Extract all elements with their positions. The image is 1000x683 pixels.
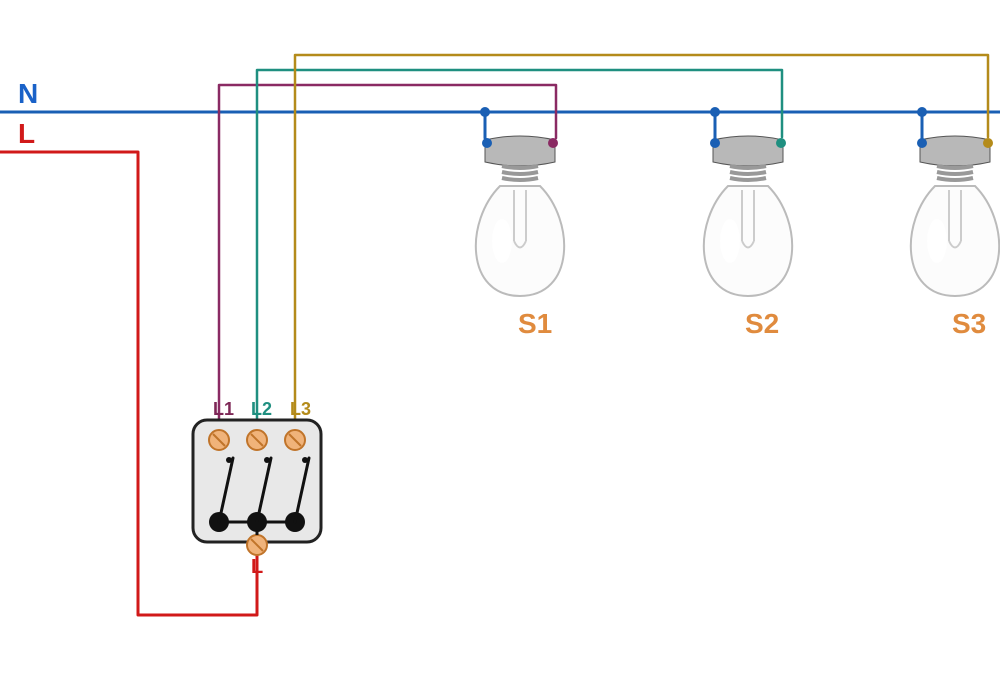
bulb-s1 xyxy=(476,136,564,296)
neutral-node-1 xyxy=(710,107,720,117)
label-sw_L1: L1 xyxy=(213,399,234,419)
label-s2: S2 xyxy=(745,308,779,339)
bulb-s3 xyxy=(911,136,999,296)
triple-switch xyxy=(193,420,321,555)
canvas-bg xyxy=(0,0,1000,683)
label-s3: S3 xyxy=(952,308,986,339)
neutral-node-0 xyxy=(480,107,490,117)
label-sw_L: L xyxy=(251,556,263,578)
label-sw_L2: L2 xyxy=(251,399,272,419)
label-neutral: N xyxy=(18,78,38,109)
label-sw_L3: L3 xyxy=(290,399,311,419)
label-line: L xyxy=(18,118,35,149)
bulb-s2 xyxy=(704,136,792,296)
label-s1: S1 xyxy=(518,308,552,339)
neutral-node-2 xyxy=(917,107,927,117)
